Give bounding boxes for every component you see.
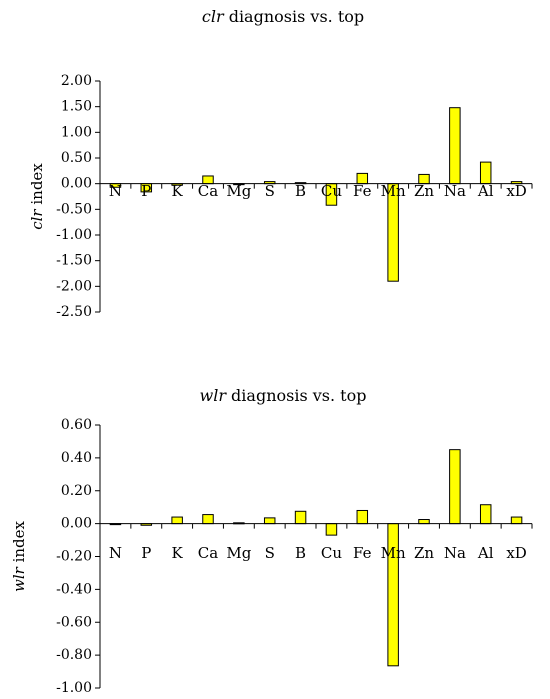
category-label-Mn: Mn	[381, 544, 406, 562]
y-axis-label: clr index	[28, 163, 46, 230]
chart-title: wlr diagnosis vs. top	[200, 386, 367, 405]
category-label-Al: Al	[477, 182, 494, 200]
category-label-P: P	[141, 544, 151, 562]
chart-title-suffix: diagnosis vs. top	[224, 7, 365, 26]
category-label-Zn: Zn	[414, 544, 434, 562]
y-tick-label: -0.20	[56, 549, 92, 565]
chart-0: clr diagnosis vs. top 2.00 1.50 1.00 0.50 0.0…	[28, 7, 533, 320]
category-label-P: P	[141, 182, 151, 200]
category-label-Al: Al	[477, 544, 494, 562]
bar-Fe	[356, 509, 369, 525]
y-tick-label: 2.00	[61, 73, 92, 89]
y-tick-label: 0.50	[61, 150, 92, 166]
y-axis-label-suffix: index	[10, 520, 28, 567]
category-label-Ca: Ca	[198, 544, 218, 562]
y-tick-label: -1.00	[56, 227, 92, 243]
y-tick-label: 1.50	[61, 99, 92, 115]
bar-Na	[449, 107, 461, 185]
category-label-Cu: Cu	[321, 544, 342, 562]
bar-B	[294, 510, 307, 525]
category-label-Fe: Fe	[353, 182, 372, 200]
bar-S	[263, 517, 276, 525]
y-tick-label: 0.20	[61, 483, 92, 499]
y-tick-label: -0.50	[56, 201, 92, 217]
y-axis-label-suffix: index	[28, 163, 46, 210]
category-label-Mn: Mn	[381, 182, 406, 200]
bar-K	[171, 516, 183, 525]
y-tick-label: 0.00	[61, 176, 92, 192]
category-label-Na: Na	[444, 544, 466, 562]
y-tick-label: -2.50	[56, 304, 92, 320]
bar-Na	[449, 449, 461, 525]
y-tick-label: -0.40	[56, 581, 92, 597]
category-label-xD: xD	[506, 544, 527, 562]
y-axis-label-prefix: wlr	[10, 566, 28, 592]
category-label-Cu: Cu	[321, 182, 342, 200]
chart-title: clr diagnosis vs. top	[202, 7, 364, 26]
bar-Cu	[325, 523, 338, 536]
category-label-K: K	[172, 544, 184, 562]
y-axis-label: wlr index	[10, 520, 28, 592]
category-label-S: S	[265, 544, 275, 562]
y-tick-label: 0.40	[61, 450, 92, 466]
category-label-Zn: Zn	[414, 182, 434, 200]
chart-1: wlr diagnosis vs. top 0.60 0.40 0.20 0.00 -0.…	[10, 386, 533, 696]
chart-title-suffix: diagnosis vs. top	[226, 386, 367, 405]
y-tick-label: -1.50	[56, 253, 92, 269]
y-axis-label-prefix: clr	[28, 209, 46, 230]
category-label-N: N	[109, 182, 122, 200]
chart-title-prefix: wlr	[200, 386, 228, 405]
category-label-S: S	[265, 182, 275, 200]
bar-Zn	[418, 519, 430, 525]
category-label-Fe: Fe	[353, 544, 372, 562]
bar-Al	[479, 504, 492, 525]
category-label-Na: Na	[444, 182, 466, 200]
bar-xD	[510, 516, 523, 525]
y-tick-label: -2.00	[56, 278, 92, 294]
category-label-K: K	[172, 182, 184, 200]
category-label-xD: xD	[506, 182, 527, 200]
y-tick-label: -0.80	[56, 647, 92, 663]
bar-Ca	[202, 514, 214, 525]
chart-title-prefix: clr	[202, 7, 225, 26]
y-tick-label: -1.00	[56, 680, 92, 696]
y-tick-label: -0.60	[56, 614, 92, 630]
bar-Al	[479, 161, 492, 185]
category-label-Ca: Ca	[198, 182, 218, 200]
y-tick-label: 0.00	[61, 516, 92, 532]
y-tick-label: 0.60	[61, 417, 92, 433]
category-label-Mg: Mg	[226, 182, 251, 200]
category-label-Mg: Mg	[226, 544, 251, 562]
category-label-B: B	[295, 544, 306, 562]
category-label-N: N	[109, 544, 122, 562]
y-tick-label: 1.00	[61, 124, 92, 140]
category-label-B: B	[295, 182, 306, 200]
